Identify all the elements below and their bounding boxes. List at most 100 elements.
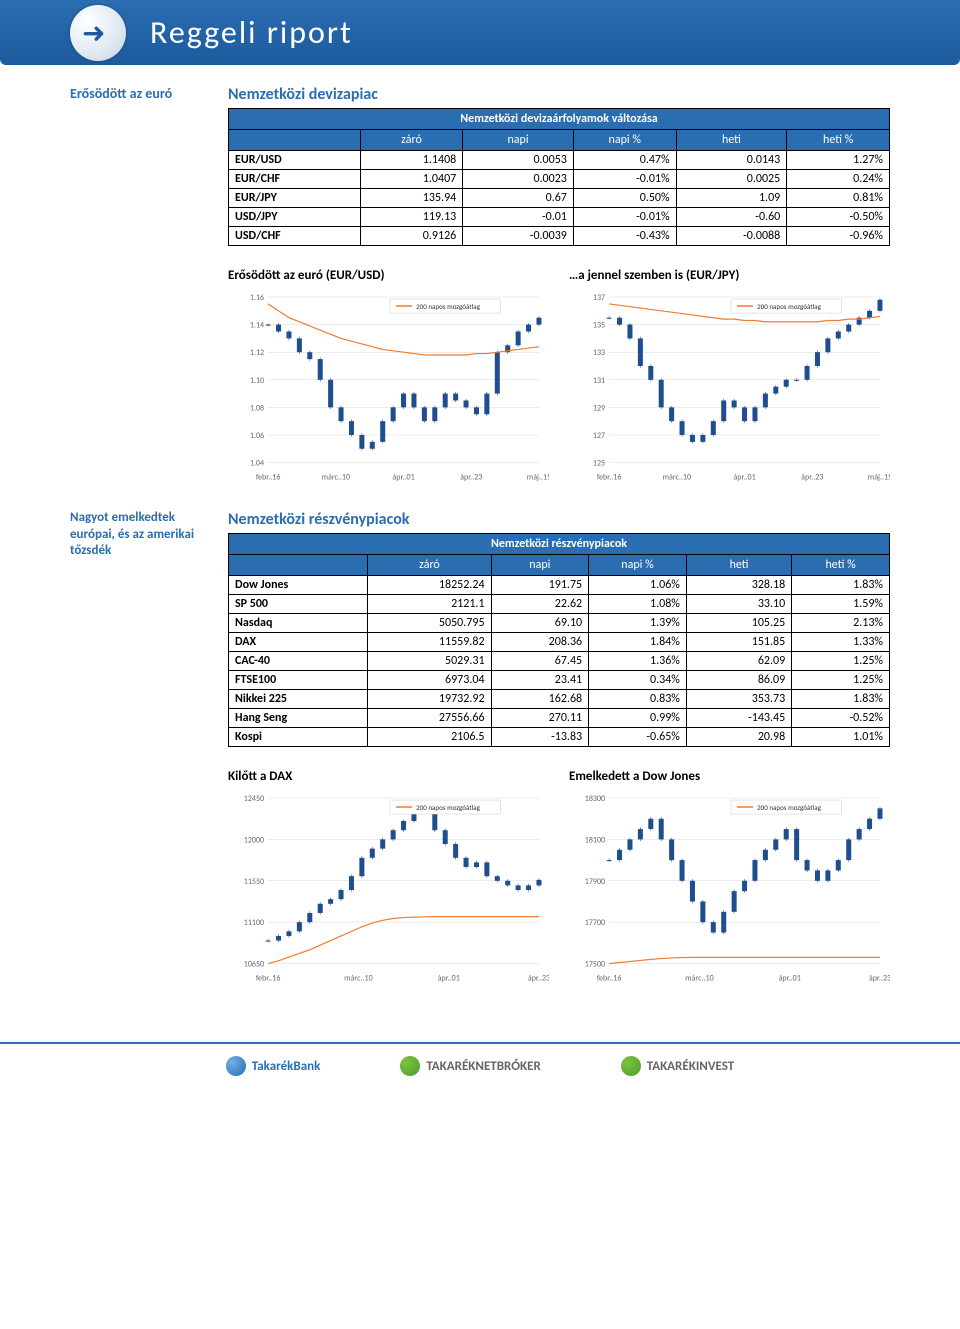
svg-text:1.04: 1.04 [250, 459, 264, 469]
row-value: 22.62 [491, 594, 589, 613]
row-value: -0.0039 [463, 227, 574, 246]
row-value: 0.34% [589, 670, 687, 689]
table-row: USD/JPY119.13-0.01-0.01%-0.60-0.50% [229, 208, 890, 227]
row-value: -0.52% [792, 708, 890, 727]
table-row: EUR/CHF1.04070.0023-0.01%0.00250.24% [229, 170, 890, 189]
row-value: 18252.24 [368, 575, 491, 594]
eq-chart-row: Kilőtt a DAX 1065011100115501200012450fe… [228, 769, 890, 993]
eq-chart2-title: Emelkedett a Dow Jones [569, 769, 890, 784]
row-value: 162.68 [491, 689, 589, 708]
eq-chart2-box: Emelkedett a Dow Jones 17500177001790018… [569, 769, 890, 993]
fx-sidebar: Erősödött az euró [70, 85, 220, 246]
row-name: DAX [229, 632, 368, 651]
footer-logo-3-text: TAKARÉKINVEST [647, 1059, 734, 1074]
svg-text:ápr..23: ápr..23 [801, 473, 823, 483]
row-value: 135.94 [360, 189, 463, 208]
table-row: Dow Jones18252.24191.751.06%328.181.83% [229, 575, 890, 594]
row-value: 1.27% [787, 151, 890, 170]
row-value: 0.99% [589, 708, 687, 727]
row-value: -0.01% [573, 208, 676, 227]
eq-block-title: Nemzetközi részvénypiacok [228, 510, 890, 529]
table-col-header: napi % [589, 554, 687, 575]
row-value: 86.09 [686, 670, 791, 689]
table-col-header [229, 554, 368, 575]
row-value: 0.24% [787, 170, 890, 189]
row-value: 1.39% [589, 613, 687, 632]
row-value: 33.10 [686, 594, 791, 613]
row-value: 0.0143 [676, 151, 787, 170]
svg-text:márc..10: márc..10 [685, 973, 713, 983]
fx-chart-row: Erősödött az euró (EUR/USD) 1.041.061.08… [228, 268, 890, 492]
row-value: -0.01 [463, 208, 574, 227]
row-value: 0.81% [787, 189, 890, 208]
table-col-header: heti [676, 130, 787, 151]
svg-text:18300: 18300 [585, 794, 605, 804]
fx-block-title: Nemzetközi devizapiac [228, 85, 890, 104]
table-col-header [229, 130, 361, 151]
row-value: 67.45 [491, 651, 589, 670]
svg-text:1.14: 1.14 [250, 321, 264, 331]
footer-logo-1-text: TakarékBank [252, 1059, 321, 1074]
svg-text:ápr..01: ápr..01 [779, 973, 801, 983]
svg-text:12450: 12450 [244, 794, 264, 804]
eq-chart1-box: Kilőtt a DAX 1065011100115501200012450fe… [228, 769, 549, 993]
row-value: 27556.66 [368, 708, 491, 727]
row-name: Nasdaq [229, 613, 368, 632]
row-value: 0.67 [463, 189, 574, 208]
row-value: 353.73 [686, 689, 791, 708]
table-col-header: napi % [573, 130, 676, 151]
row-value: -0.0088 [676, 227, 787, 246]
row-value: 1.06% [589, 575, 687, 594]
table-row: USD/CHF0.9126-0.0039-0.43%-0.0088-0.96% [229, 227, 890, 246]
row-value: 1.09 [676, 189, 787, 208]
svg-text:129: 129 [593, 403, 605, 413]
svg-text:11550: 11550 [244, 876, 264, 886]
table-col-header: napi [491, 554, 589, 575]
footer-logo-3: TAKARÉKINVEST [621, 1056, 734, 1076]
svg-text:200 napos mozgóátlag: 200 napos mozgóátlag [757, 803, 822, 812]
row-value: -0.96% [787, 227, 890, 246]
svg-text:133: 133 [593, 348, 605, 358]
eq-table: Nemzetközi részvénypiacok zárónapinapi %… [228, 533, 890, 747]
row-value: 105.25 [686, 613, 791, 632]
logo-dot-icon [226, 1056, 246, 1076]
row-value: 23.41 [491, 670, 589, 689]
row-value: -0.01% [573, 170, 676, 189]
row-value: 69.10 [491, 613, 589, 632]
row-value: 1.08% [589, 594, 687, 613]
eq-section: Nagyot emelkedtek európai, és az amerika… [70, 510, 890, 993]
svg-text:11100: 11100 [244, 918, 264, 928]
footer: TakarékBank TAKARÉKNETBRÓKER TAKARÉKINVE… [0, 1042, 960, 1096]
footer-logo-2: TAKARÉKNETBRÓKER [400, 1056, 540, 1076]
fx-chart2: 125127129131133135137febr..16márc..10ápr… [569, 287, 890, 488]
svg-text:ápr..23: ápr..23 [460, 473, 482, 483]
row-name: Hang Seng [229, 708, 368, 727]
footer-logo-2-text: TAKARÉKNETBRÓKER [426, 1059, 540, 1074]
row-value: 0.0025 [676, 170, 787, 189]
row-value: 151.85 [686, 632, 791, 651]
row-value: -0.65% [589, 727, 687, 746]
eq-chart1-title: Kilőtt a DAX [228, 769, 549, 784]
row-name: USD/JPY [229, 208, 361, 227]
logo-dot-icon [400, 1056, 420, 1076]
svg-text:1.16: 1.16 [250, 293, 264, 303]
row-value: 0.9126 [360, 227, 463, 246]
svg-text:1.10: 1.10 [250, 376, 264, 386]
eq-chart1: 1065011100115501200012450febr..16márc..1… [228, 788, 549, 989]
svg-text:10650: 10650 [244, 959, 264, 969]
row-value: 0.47% [573, 151, 676, 170]
svg-text:17700: 17700 [585, 918, 605, 928]
svg-text:febr..16: febr..16 [597, 973, 622, 983]
svg-text:ápr..01: ápr..01 [733, 473, 755, 483]
table-row: Kospi2106.5-13.83-0.65%20.981.01% [229, 727, 890, 746]
svg-text:márc..10: márc..10 [663, 473, 691, 483]
row-value: -0.43% [573, 227, 676, 246]
table-col-header: napi [463, 130, 574, 151]
row-value: 20.98 [686, 727, 791, 746]
row-value: 0.83% [589, 689, 687, 708]
svg-text:febr..16: febr..16 [597, 473, 622, 483]
row-value: 1.25% [792, 651, 890, 670]
row-value: 5050.795 [368, 613, 491, 632]
table-col-header: heti [686, 554, 791, 575]
row-name: EUR/JPY [229, 189, 361, 208]
